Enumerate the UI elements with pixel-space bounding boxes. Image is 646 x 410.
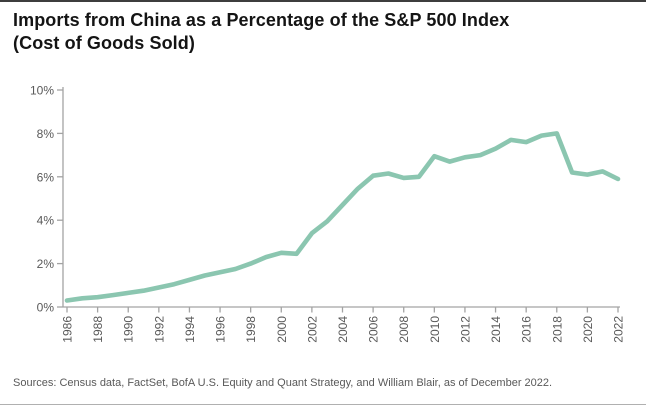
chart-title-line2: (Cost of Goods Sold) — [13, 33, 195, 53]
top-divider — [0, 0, 646, 2]
x-tick-label: 2000 — [275, 316, 289, 343]
x-tick-label: 1986 — [61, 316, 75, 343]
x-tick-label: 2008 — [397, 316, 411, 343]
y-tick-label: 6% — [37, 170, 55, 184]
y-tick-label: 0% — [37, 301, 55, 315]
x-tick-label: 2022 — [612, 316, 626, 343]
x-tick-label: 2010 — [428, 316, 442, 343]
y-tick-label: 10% — [30, 84, 54, 98]
x-tick-label: 1994 — [183, 316, 197, 343]
sources-note: Sources: Census data, FactSet, BofA U.S.… — [13, 377, 553, 389]
x-tick-label: 1990 — [122, 316, 136, 343]
x-tick-label: 2006 — [367, 316, 381, 343]
chart-title-line1: Imports from China as a Percentage of th… — [13, 10, 510, 30]
x-tick-label: 1992 — [152, 316, 166, 343]
y-tick-label: 2% — [37, 257, 55, 271]
bottom-divider — [0, 404, 646, 405]
x-tick-label: 2012 — [458, 316, 472, 343]
series-group — [64, 131, 621, 303]
y-tick-label: 8% — [37, 127, 55, 141]
x-axis: 1986 1988 1990 1992 1994 1996 1998 2000 2002 2004… — [61, 306, 626, 343]
x-tick-label: 2014 — [489, 316, 503, 343]
line-chart: 0%2%4%6%8%10% 1986 1988 1990 1992 1994 1996 19… — [30, 84, 626, 343]
x-tick-label: 1998 — [244, 316, 258, 343]
x-tick-label: 2004 — [336, 316, 350, 343]
chart-title: Imports from China as a Percentage of th… — [13, 9, 633, 55]
x-tick-label: 2018 — [550, 316, 564, 343]
y-axis: 0% 2% 4% 6% 8% 10% — [30, 84, 64, 315]
x-tick-label: 1988 — [91, 316, 105, 343]
x-tick-label: 2016 — [520, 316, 534, 343]
x-tick-label: 2002 — [305, 316, 319, 343]
x-tick-label: 2020 — [581, 316, 595, 343]
y-tick-label: 4% — [37, 214, 55, 228]
series-line — [64, 131, 621, 303]
x-tick-label: 1996 — [214, 316, 228, 343]
